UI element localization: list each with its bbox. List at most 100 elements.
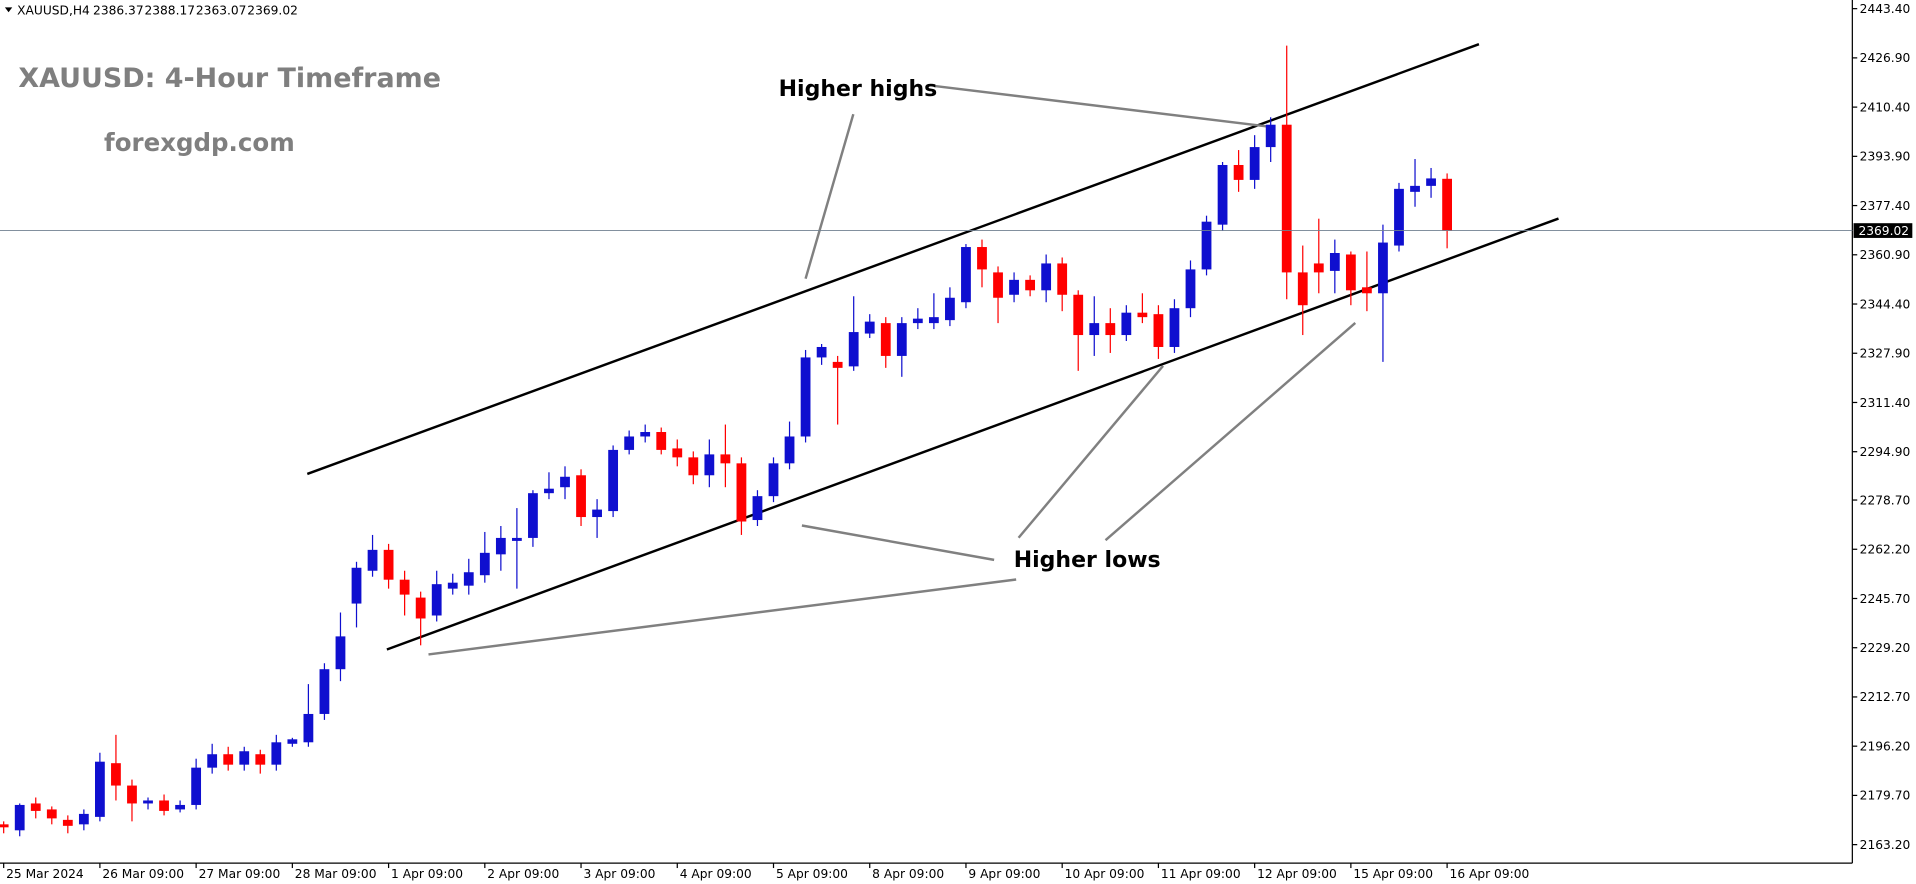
candle-body xyxy=(768,463,779,497)
x-tick-label: 25 Mar 2024 xyxy=(6,867,84,881)
y-tick-label: 2294.90 xyxy=(1860,445,1911,459)
x-tick-label: 28 Mar 09:00 xyxy=(295,867,377,881)
x-tick-label: 8 Apr 09:00 xyxy=(872,867,944,881)
candle-body xyxy=(1233,164,1244,180)
candle-body xyxy=(191,767,202,805)
candle-body xyxy=(511,537,522,541)
pointer xyxy=(804,113,855,280)
candle-body xyxy=(223,754,234,765)
candle-body xyxy=(303,713,314,743)
candle-body xyxy=(1121,312,1132,336)
y-tick-label: 2410.40 xyxy=(1860,100,1911,114)
current-price-box xyxy=(1853,223,1913,238)
candle-body xyxy=(784,436,795,464)
candle-body xyxy=(175,804,185,810)
candle-body xyxy=(1249,147,1260,180)
y-tick-label: 2426.90 xyxy=(1860,51,1911,65)
candle-body xyxy=(608,449,619,512)
candle-body xyxy=(528,493,538,538)
candle-body xyxy=(1297,272,1308,306)
candle-body xyxy=(576,475,586,518)
y-tick-label: 2344.40 xyxy=(1860,297,1911,311)
x-tick-label: 2 Apr 09:00 xyxy=(487,867,559,881)
candle-body xyxy=(656,432,667,450)
candle-body xyxy=(78,813,89,825)
candle-body xyxy=(864,321,875,334)
candle-body xyxy=(1313,263,1324,273)
candle-body xyxy=(1137,312,1148,318)
candle-body xyxy=(1105,323,1116,336)
current-price-label: 2369.02 xyxy=(1858,224,1909,238)
candle-body xyxy=(1362,287,1372,294)
annotation-pointers xyxy=(428,84,1357,656)
candle-body xyxy=(1442,178,1452,231)
x-tick-label: 10 Apr 09:00 xyxy=(1065,867,1145,881)
candle-body xyxy=(463,572,474,586)
x-tick-label: 1 Apr 09:00 xyxy=(391,867,463,881)
candle-body xyxy=(62,819,73,826)
candle-body xyxy=(46,809,57,819)
quote-low: 2363.07 xyxy=(196,4,247,18)
candle-body xyxy=(383,549,394,580)
candle-body xyxy=(704,454,715,476)
candle-body xyxy=(800,357,811,437)
y-tick-label: 2327.90 xyxy=(1860,347,1911,361)
candle-body xyxy=(1057,263,1068,295)
candle-body xyxy=(495,537,506,555)
candle-body xyxy=(239,751,250,765)
candle-body xyxy=(560,476,570,488)
candle-body xyxy=(993,272,1003,298)
candle-body xyxy=(1169,308,1180,347)
candle-body xyxy=(832,361,843,368)
candle-body xyxy=(0,824,9,828)
x-tick-label: 12 Apr 09:00 xyxy=(1257,867,1337,881)
x-tick-label: 26 Mar 09:00 xyxy=(102,867,184,881)
quote-close: 2369.02 xyxy=(247,4,298,18)
candle-body xyxy=(1394,188,1404,246)
candle-body xyxy=(1041,263,1052,291)
y-tick-label: 2196.20 xyxy=(1860,739,1911,753)
menu-arrow xyxy=(4,7,13,13)
candle-body xyxy=(1265,124,1276,148)
candle-body xyxy=(1281,124,1292,273)
candle-body xyxy=(143,800,153,804)
candle-body xyxy=(1185,269,1196,309)
candle-body xyxy=(207,754,218,768)
y-tick-label: 2245.70 xyxy=(1860,592,1911,606)
candle-body xyxy=(287,739,298,744)
candle-body xyxy=(1345,254,1356,291)
candle-body xyxy=(624,436,635,450)
candle-body xyxy=(271,742,282,765)
pointer xyxy=(801,524,995,562)
candle-body xyxy=(447,582,458,589)
candle-body xyxy=(688,457,699,476)
candle-body xyxy=(30,803,41,811)
candle-body xyxy=(335,636,346,670)
y-tick-label: 2393.90 xyxy=(1860,150,1911,164)
symbol: XAUUSD,H4 xyxy=(17,4,90,18)
candle-body xyxy=(1329,253,1340,271)
pointer xyxy=(933,84,1268,128)
candle-body xyxy=(1025,279,1036,291)
candle-body xyxy=(896,323,907,356)
y-tick-label: 2377.40 xyxy=(1860,199,1911,213)
candle-body xyxy=(14,804,25,831)
candle-body xyxy=(431,584,442,616)
upper-trend-line xyxy=(306,43,1480,476)
y-tick-label: 2212.70 xyxy=(1860,690,1911,704)
candle-body xyxy=(351,567,362,604)
x-tick-label: 3 Apr 09:00 xyxy=(583,867,655,881)
candle-body xyxy=(415,597,426,619)
y-tick-label: 2179.70 xyxy=(1860,789,1911,803)
candle-body xyxy=(1410,185,1420,192)
x-tick-label: 15 Apr 09:00 xyxy=(1353,867,1433,881)
candle-body xyxy=(977,247,987,270)
candle-body xyxy=(1378,242,1388,294)
candle-body xyxy=(1089,323,1100,336)
candle-body xyxy=(479,552,490,576)
candle-body xyxy=(544,488,554,494)
annotation: Higher highs xyxy=(779,77,938,102)
y-tick-label: 2163.20 xyxy=(1860,838,1911,852)
